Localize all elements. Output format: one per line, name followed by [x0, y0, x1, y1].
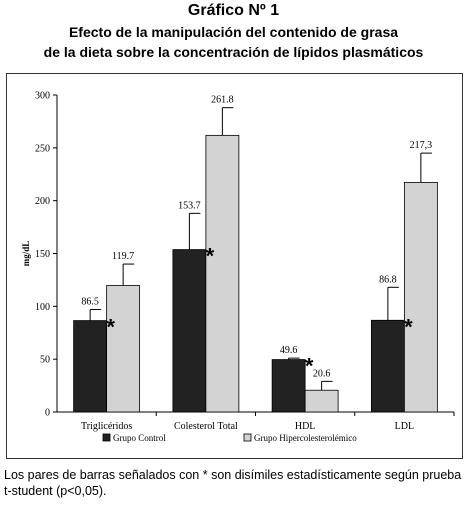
y-tick-label: 0: [45, 408, 50, 419]
significance-marker: *: [206, 244, 215, 269]
y-tick-label: 50: [40, 355, 50, 366]
legend-label-hipercolesterolemico: Grupo Hipercolesterolémico: [254, 433, 357, 443]
data-label: 86.8: [379, 274, 397, 285]
legend-label-control: Grupo Control: [113, 433, 166, 443]
significance-marker: *: [305, 354, 314, 379]
y-tick-label: 200: [35, 196, 50, 207]
data-label: 49.6: [280, 345, 298, 356]
legend-swatch-hipercolesterolemico: [243, 433, 252, 442]
bar-control: [73, 320, 108, 413]
x-tick-label: LDL: [395, 421, 414, 432]
bar-control: [172, 249, 207, 413]
bar-chart: 0 50 100 150 200 250 300 mg/dL Triglicéridos 86.5…: [21, 91, 455, 443]
bar-control: [370, 319, 405, 413]
data-label: 20.6: [313, 368, 331, 379]
x-tick-label: Colesterol Total: [174, 421, 238, 432]
data-label: 86.5: [81, 297, 99, 308]
y-axis-label: mg/dL: [21, 241, 31, 267]
x-tick-label: Triglicéridos: [81, 421, 132, 432]
data-label: 153.7: [178, 200, 201, 211]
chart-frame: 0 50 100 150 200 250 300 mg/dL Triglicéridos 86.5…: [6, 73, 463, 459]
bar-control: [271, 359, 306, 413]
x-tick-label: HDL: [295, 421, 316, 432]
data-label: 261.8: [211, 95, 234, 106]
significance-marker: *: [106, 315, 115, 340]
bar-hipercolesterolemico: [106, 285, 141, 413]
chart-subtitle-line-1: Efecto de la manipulación del contenido …: [68, 24, 399, 40]
y-tick-label: 150: [35, 249, 50, 260]
chart-title: Gráfico Nº 1: [187, 2, 280, 19]
chart-subtitle-line-2: de la dieta sobre la concentración de lí…: [43, 44, 424, 60]
data-label: 119.7: [112, 251, 134, 262]
significance-marker: *: [404, 314, 413, 339]
y-tick-label: 100: [35, 302, 50, 313]
bar-hipercolesterolemico: [304, 389, 339, 413]
bar-hipercolesterolemico: [205, 134, 240, 413]
footnote: Los pares de barras señalados con * son …: [4, 468, 462, 498]
data-label: 217,3: [410, 140, 433, 151]
y-tick-label: 250: [35, 143, 50, 154]
legend-swatch-control: [102, 433, 111, 442]
y-tick-label: 300: [35, 91, 50, 102]
bar-hipercolesterolemico: [403, 181, 438, 413]
